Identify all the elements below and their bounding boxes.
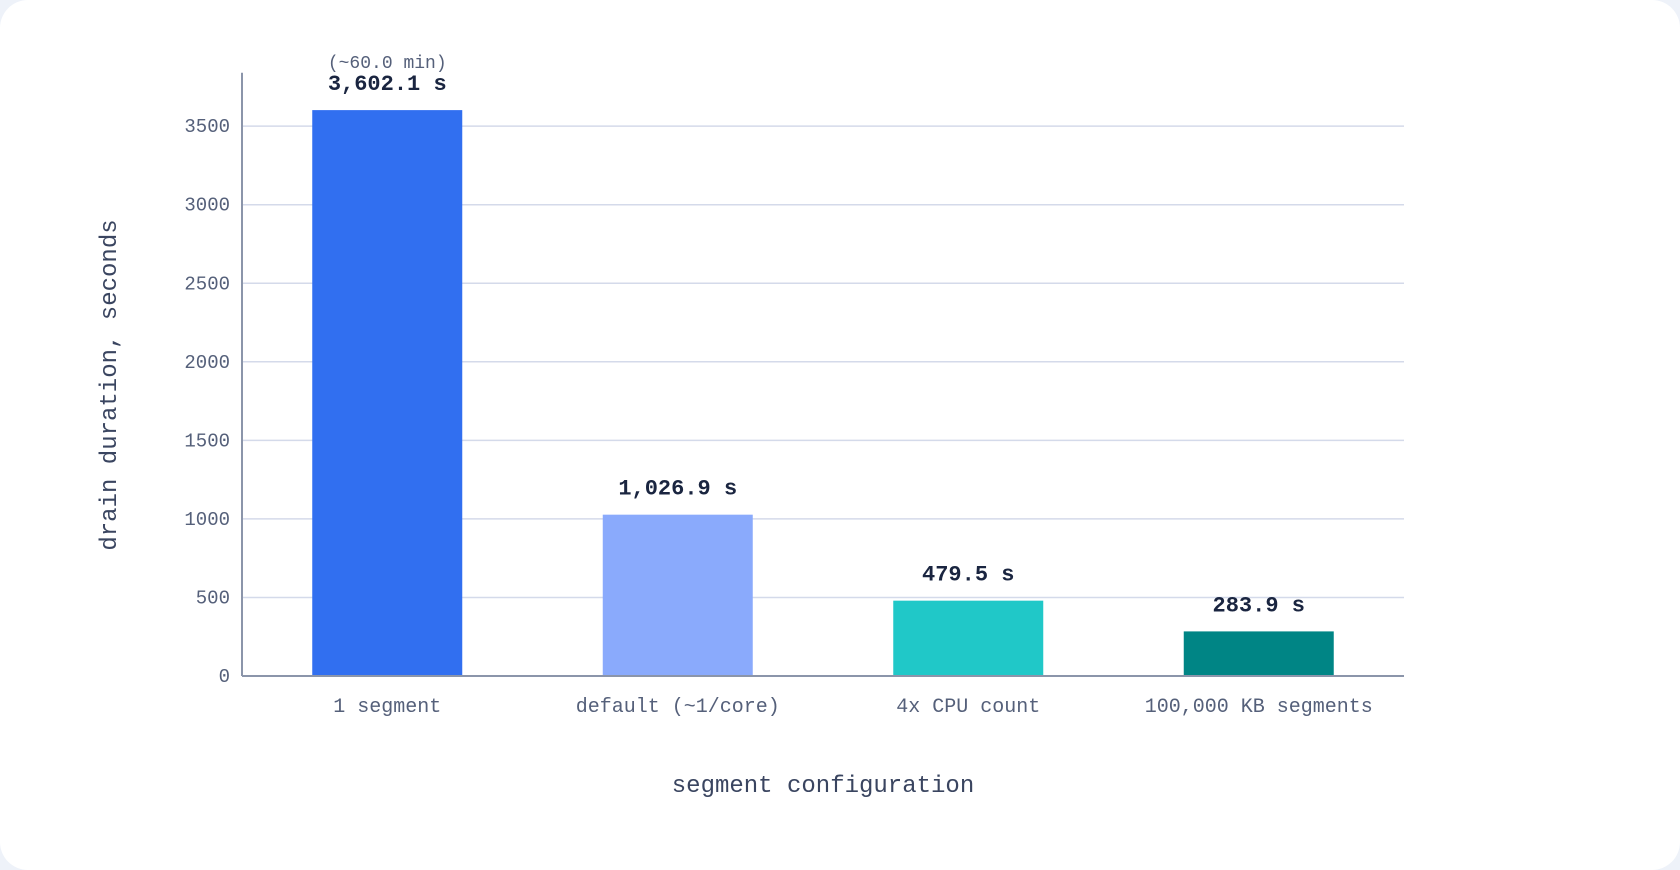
y-tick-label: 1500 (184, 430, 230, 452)
x-tick-label: default (~1/core) (576, 696, 780, 719)
bar-value-label: 3,602.1 s (328, 72, 447, 97)
bar-layer (312, 110, 1334, 676)
x-tick-label: 1 segment (333, 696, 441, 719)
bar (1183, 631, 1334, 676)
y-tick-label: 3000 (184, 195, 230, 217)
bar-value-label: 479.5 s (922, 563, 1014, 588)
y-tick-label: 3500 (184, 116, 230, 138)
value-labels: 3,602.1 s(~60.0 min) 1,026.9 s 479.5 s 283.… (328, 54, 1305, 618)
x-tick-labels: 1 segment default (~1/core) 4x CPU count 10… (333, 696, 1373, 719)
bar (312, 110, 463, 676)
bar (893, 600, 1044, 676)
bar (602, 514, 753, 676)
bar-annotation: (~60.0 min) (328, 54, 447, 74)
y-tick-label: 2000 (184, 352, 230, 374)
y-tick-label: 0 (219, 666, 230, 688)
bar-value-label: 1,026.9 s (618, 477, 737, 502)
y-tick-label: 1000 (184, 509, 230, 531)
axis-layer (241, 72, 1404, 677)
y-axis-title: drain duration, seconds (97, 219, 124, 550)
x-tick-label: 100,000 KB segments (1145, 696, 1373, 719)
bar-value-label: 283.9 s (1213, 593, 1305, 618)
y-tick-label: 500 (196, 587, 230, 609)
y-tick-label: 2500 (184, 273, 230, 295)
x-axis-title: segment configuration (672, 773, 974, 800)
y-tick-labels: 0 500 1000 1500 2000 2500 3000 3500 (184, 116, 230, 688)
x-tick-label: 4x CPU count (896, 696, 1040, 719)
